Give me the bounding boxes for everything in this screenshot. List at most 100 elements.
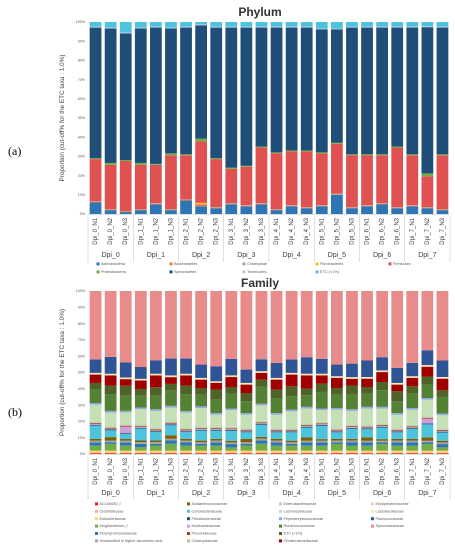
bar-segment <box>346 453 358 454</box>
bar-segment <box>195 22 208 25</box>
bar-segment <box>225 167 238 169</box>
bar-segment <box>391 428 404 430</box>
category-label: Dpi_5_N2 <box>334 457 340 484</box>
y-tick-label: 40% <box>78 135 86 139</box>
bar-segment <box>391 291 404 368</box>
bar-segment <box>300 453 313 454</box>
category-label: Dpi_0_N3 <box>123 457 129 484</box>
bar-segment <box>255 204 268 214</box>
bar-segment <box>149 445 162 451</box>
bar-segment <box>285 359 298 373</box>
legend-swatch <box>169 262 173 266</box>
bar-segment <box>330 377 343 388</box>
bar-segment <box>300 151 313 208</box>
bar-segment <box>210 429 223 431</box>
bar-segment <box>255 450 268 453</box>
bar-segment <box>195 387 208 395</box>
bar-segment <box>376 390 389 407</box>
bar-segment <box>225 410 238 427</box>
bar-segment <box>270 414 283 429</box>
bar-segment <box>240 22 253 27</box>
legend-swatch <box>242 262 246 266</box>
bar-segment <box>180 412 192 428</box>
bar-segment <box>119 450 132 453</box>
bar-segment <box>210 22 223 27</box>
bar-segment <box>180 154 192 156</box>
y-tick-label: 40% <box>78 387 86 391</box>
bar-segment <box>195 24 208 26</box>
bar-segment <box>89 423 102 424</box>
bar-segment <box>376 26 389 28</box>
bar-segment <box>180 394 192 411</box>
bar-segment <box>285 452 298 454</box>
bar-segment <box>376 427 389 440</box>
bar-segment <box>149 453 162 454</box>
bar-segment <box>361 154 373 156</box>
bar-segment <box>346 154 358 156</box>
bar-segment <box>300 440 313 443</box>
bar-segment <box>119 377 132 379</box>
bar-segment <box>421 208 434 214</box>
bar-segment <box>315 375 328 384</box>
bar-segment <box>391 207 404 209</box>
bar-segment <box>240 206 253 214</box>
bar-segment <box>149 432 162 441</box>
y-tick-label: 20% <box>78 174 86 178</box>
bar-segment <box>240 414 253 429</box>
bar-segment <box>104 374 117 376</box>
legend-label: Actinobacteria <box>101 262 126 266</box>
bar-segment <box>421 291 434 351</box>
bar-segment <box>421 423 434 425</box>
group-label: Dpi_1 <box>147 252 165 259</box>
bar-segment <box>255 372 268 380</box>
bar-segment <box>346 394 358 410</box>
bar-segment <box>165 383 177 391</box>
bar-segment <box>285 386 298 397</box>
bar-segment <box>421 440 434 443</box>
bar-segment <box>330 440 343 443</box>
legend-label: Clostridiaceae <box>100 509 124 513</box>
legend-label: Mucibacteraceae <box>192 524 221 528</box>
bar-segment <box>104 442 117 444</box>
bar-segment <box>270 377 283 379</box>
bar-segment <box>330 432 343 439</box>
bar-segment <box>391 430 404 432</box>
y-tick-label: 100% <box>76 20 86 24</box>
bar-segment <box>376 425 389 427</box>
bar-segment <box>210 453 223 454</box>
bar-segment <box>315 206 328 214</box>
bar-segment <box>119 424 132 426</box>
bar-segment <box>346 442 358 446</box>
bar-segment <box>134 407 147 410</box>
bar-segment <box>391 428 404 429</box>
category-label: Dpi_4_N2 <box>289 457 295 484</box>
bar-segment <box>285 445 298 451</box>
bar-segment <box>195 442 208 444</box>
bar-segment <box>195 450 208 453</box>
group-label: Dpi_3 <box>237 490 255 497</box>
bar-segment <box>300 452 313 454</box>
bar-segment <box>315 425 328 440</box>
legend-swatch <box>242 270 246 274</box>
bar-segment <box>149 164 162 204</box>
bar-segment <box>180 428 192 430</box>
bar-segment <box>315 22 328 29</box>
bar-segment <box>406 408 419 410</box>
bar-segment <box>330 428 343 429</box>
bar-segment <box>376 406 389 409</box>
bar-segment <box>210 438 223 441</box>
bar-segment <box>270 210 283 214</box>
bar-segment <box>361 406 373 409</box>
legend-label: Lachnospiraceae <box>284 509 313 513</box>
bar-segment <box>255 147 268 204</box>
legend-label: ETC (<1%) <box>320 270 340 274</box>
legend-label: Firmicutes <box>393 262 411 266</box>
bar-segment <box>300 357 313 374</box>
bar-segment <box>406 428 419 439</box>
bar-segment <box>346 428 358 439</box>
category-label: Dpi_7_N3 <box>440 217 446 244</box>
bar-segment <box>376 450 389 453</box>
bar-segment <box>104 412 117 427</box>
legend-swatch <box>371 502 374 506</box>
bar-segment <box>346 427 358 429</box>
